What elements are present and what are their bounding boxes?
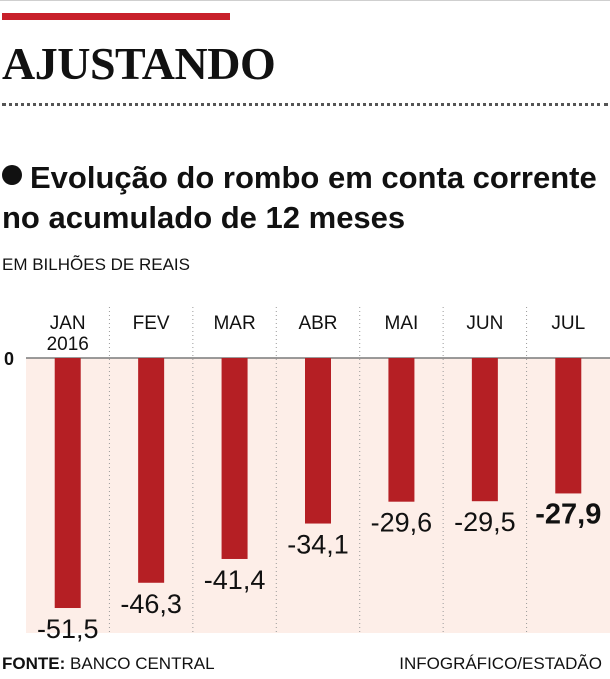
bar	[138, 358, 165, 583]
bar	[555, 358, 582, 494]
bar-value-label: -46,3	[120, 589, 182, 619]
bar-value-label: -34,1	[287, 530, 349, 560]
bar	[221, 358, 248, 559]
chart-subtitle-text: Evolução do rombo em conta corrente no a…	[2, 160, 597, 235]
x-tick-label: MAR	[213, 313, 255, 334]
source-value: BANCO CENTRAL	[70, 654, 215, 673]
x-tick-label: ABR	[298, 313, 337, 334]
bar-value-label: -41,4	[204, 565, 266, 595]
chart-subtitle: Evolução do rombo em conta corrente no a…	[2, 158, 608, 238]
credit: INFOGRÁFICO/ESTADÃO	[399, 654, 602, 673]
bar	[471, 358, 498, 502]
bar-value-label: -27,9	[535, 498, 601, 530]
bar-value-label: -29,5	[454, 507, 516, 537]
bar	[54, 358, 81, 609]
x-tick-label: JAN	[50, 313, 86, 334]
accent-bar	[2, 13, 230, 20]
x-tick-label: JUL	[551, 313, 585, 334]
bar	[305, 358, 331, 524]
source-note: FONTE: BANCO CENTRAL	[2, 654, 215, 674]
y-tick-zero: 0	[4, 349, 14, 369]
unit-label: EM BILHÕES DE REAIS	[2, 255, 190, 274]
dotted-divider	[2, 103, 608, 106]
top-rule	[0, 0, 610, 1]
x-tick-label: MAI	[385, 313, 419, 334]
x-tick-label: 2016	[47, 334, 89, 355]
x-tick-label: FEV	[133, 313, 170, 334]
bar	[388, 358, 415, 502]
source-label: FONTE:	[2, 654, 66, 673]
headline: AJUSTANDO	[2, 38, 276, 89]
bullet-icon	[2, 165, 22, 185]
x-tick-label: JUN	[466, 313, 503, 334]
bar-value-label: -29,6	[371, 508, 433, 538]
bar-value-label: -51,5	[37, 614, 99, 644]
